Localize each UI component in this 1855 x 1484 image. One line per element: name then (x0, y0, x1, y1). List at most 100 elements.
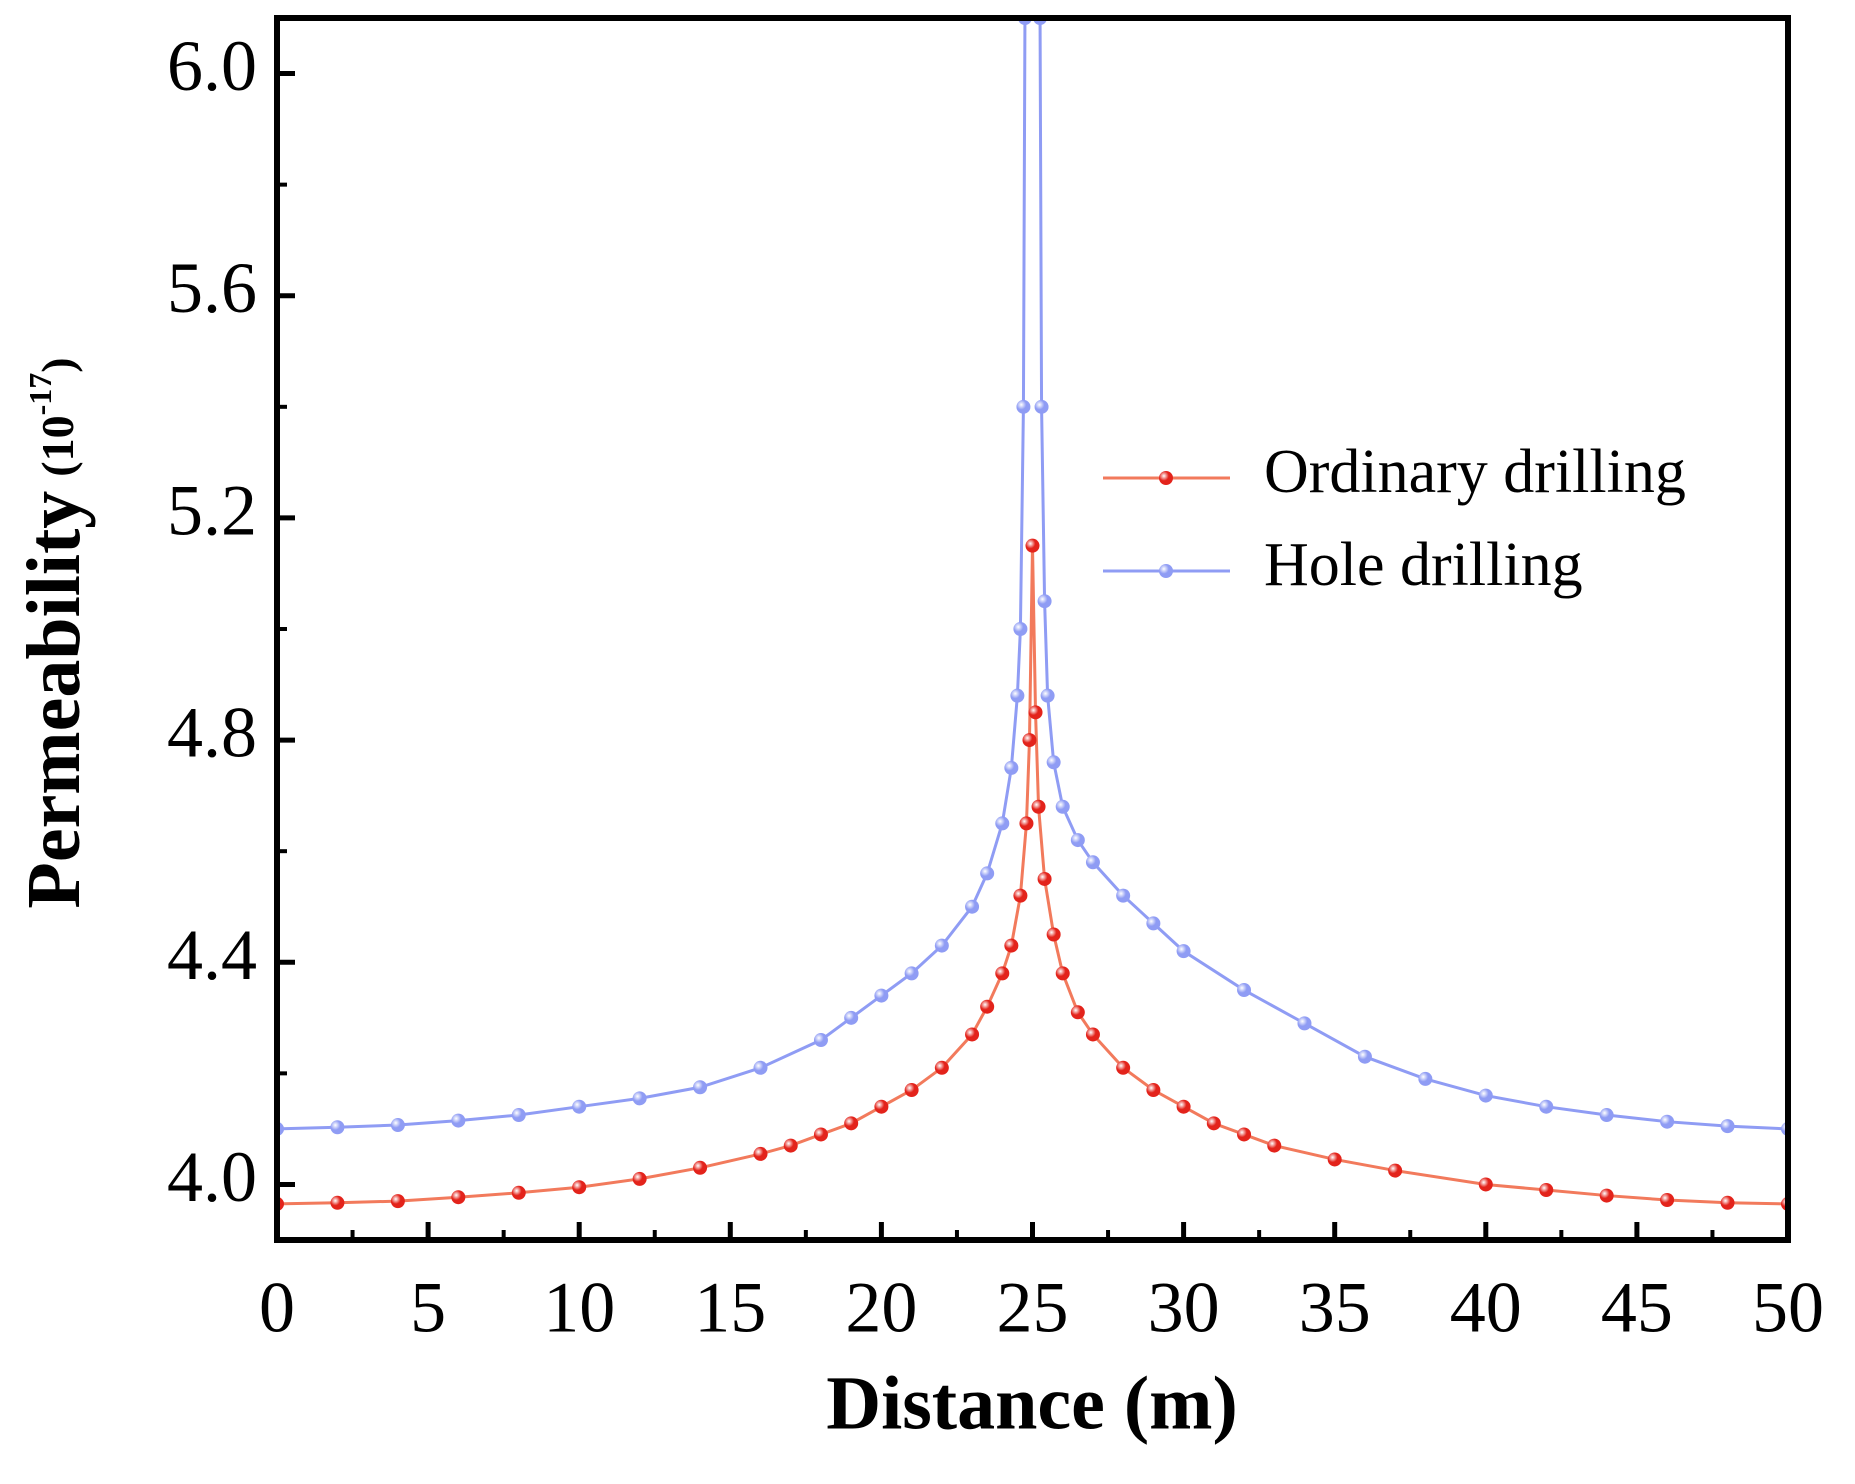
x-tick-label: 15 (694, 1268, 766, 1348)
data-point (783, 1138, 798, 1153)
data-point (1146, 1083, 1161, 1098)
x-tick-label: 35 (1299, 1268, 1371, 1348)
data-point (874, 1099, 889, 1114)
data-point (1720, 1119, 1735, 1134)
data-point (813, 1033, 828, 1048)
data-point (980, 999, 995, 1014)
data-point (1085, 855, 1100, 870)
x-tick-label: 40 (1450, 1268, 1522, 1348)
data-point (1031, 799, 1046, 814)
data-point (451, 1113, 466, 1128)
y-tick-label: 6.0 (167, 26, 257, 106)
y-axis-label: Permeability (10-17) (12, 357, 96, 908)
data-point (934, 1060, 949, 1075)
data-point (511, 1108, 526, 1123)
data-point (1016, 399, 1031, 414)
data-point (995, 816, 1010, 831)
y-axis-label-text: Permeability (12, 491, 96, 909)
data-point (1022, 733, 1037, 748)
data-point (1418, 1071, 1433, 1086)
data-point (1046, 755, 1061, 770)
x-tick-label: 30 (1148, 1268, 1220, 1348)
data-point (995, 966, 1010, 981)
data-point (1237, 1127, 1252, 1142)
data-point (1046, 927, 1061, 942)
data-point (632, 1091, 647, 1106)
data-point (693, 1080, 708, 1095)
data-point (1720, 1195, 1735, 1210)
data-point (1176, 1099, 1191, 1114)
data-point (813, 1127, 828, 1142)
data-point (934, 938, 949, 953)
plot-area (277, 18, 1788, 1211)
data-point (1025, 538, 1040, 553)
data-point (965, 1027, 980, 1042)
data-point (1116, 1060, 1131, 1075)
legend-marker (1159, 564, 1173, 578)
data-point (390, 1194, 405, 1209)
data-point (1539, 1183, 1554, 1198)
data-point (1013, 622, 1028, 636)
data-point (1037, 594, 1052, 609)
y-tick-label: 4.8 (167, 693, 257, 773)
legend-label: Hole drilling (1264, 531, 1583, 599)
y-axis-unit-exponent: -17 (22, 373, 58, 416)
data-point (1004, 760, 1019, 775)
y-tick-label: 4.0 (167, 1137, 257, 1217)
data-point (632, 1171, 647, 1186)
x-tick-label: 5 (410, 1268, 446, 1348)
data-point (980, 866, 995, 881)
x-tick-label: 10 (543, 1268, 615, 1348)
data-point (511, 1185, 526, 1200)
legend-marker (1159, 471, 1173, 485)
data-point (1660, 1193, 1675, 1208)
data-point (1070, 833, 1085, 848)
data-point (1267, 1138, 1282, 1153)
data-point (572, 1180, 587, 1195)
x-tick-label: 50 (1752, 1268, 1824, 1348)
y-axis-unit: (10 (32, 415, 83, 476)
y-tick-label: 4.4 (167, 915, 257, 995)
plot-frame (274, 15, 1791, 1243)
data-point (1146, 916, 1161, 931)
data-point (1388, 1163, 1403, 1178)
data-point (1028, 705, 1043, 720)
y-tick-label: 5.2 (167, 470, 257, 550)
data-point (330, 1120, 345, 1135)
x-tick-label: 25 (997, 1268, 1069, 1348)
series-line (277, 545, 1788, 1206)
x-tick-label: 0 (259, 1268, 295, 1348)
data-point (1478, 1177, 1493, 1192)
data-point (965, 899, 980, 914)
data-point (1176, 944, 1191, 959)
data-point (753, 1146, 768, 1161)
data-point (1019, 816, 1034, 831)
data-point (1070, 1005, 1085, 1020)
data-point (904, 966, 919, 981)
data-point (1599, 1188, 1614, 1203)
x-tick-label: 45 (1601, 1268, 1673, 1348)
data-point (1660, 1114, 1675, 1129)
data-point (1037, 871, 1052, 886)
data-point (1297, 1016, 1312, 1031)
data-point (1055, 799, 1070, 814)
data-point (1599, 1108, 1614, 1123)
axes: 0 5 10 15 20 25 30 35 40 45 50 4.0 4.4 4.8 5.2 5.6 6.0 (167, 26, 1824, 1347)
data-point (1040, 688, 1055, 703)
data-point (1237, 983, 1252, 998)
data-point (572, 1099, 587, 1114)
data-point (693, 1160, 708, 1175)
data-point (390, 1118, 405, 1133)
data-point (1034, 399, 1049, 414)
data-point (1327, 1152, 1342, 1167)
data-point (753, 1060, 768, 1075)
data-point (874, 988, 889, 1003)
data-point (1013, 888, 1028, 903)
data-point (1010, 688, 1025, 703)
data-point (904, 1083, 919, 1098)
y-tick-label: 5.6 (167, 248, 257, 328)
data-point (330, 1195, 345, 1210)
data-point (1357, 1049, 1372, 1064)
